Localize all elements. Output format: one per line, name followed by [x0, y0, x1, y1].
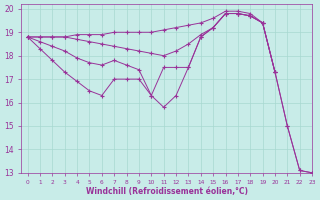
X-axis label: Windchill (Refroidissement éolien,°C): Windchill (Refroidissement éolien,°C) [86, 187, 248, 196]
